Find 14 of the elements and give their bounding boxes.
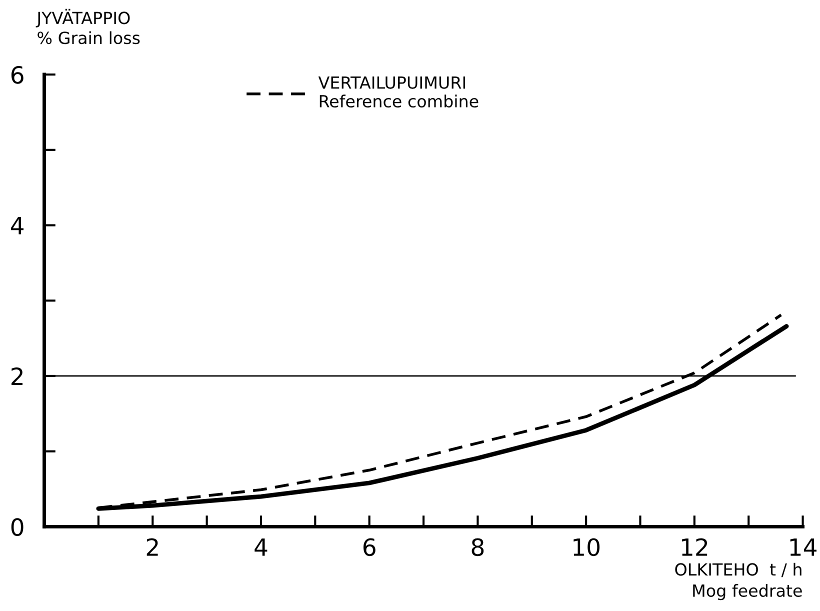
x-tick-label: 6: [363, 538, 376, 556]
y-axis-title: JYVÄTAPPIO % Grain loss: [36, 8, 140, 44]
x-tick-label: 12: [682, 538, 708, 556]
y-tick-label: 2: [12, 367, 22, 385]
x-tick-label: 14: [790, 538, 816, 556]
x-tick-label: 4: [254, 538, 268, 556]
x-tick-label: 8: [472, 538, 484, 556]
legend-label: VERTAILUPUIMURI Reference combine: [318, 76, 478, 108]
y-tick-label: 0: [11, 518, 24, 536]
y-tick-label: 4: [10, 217, 24, 234]
x-tick-label: 10: [574, 538, 600, 556]
y-tick-label: 6: [11, 66, 24, 84]
x-tick-label: 2: [146, 538, 158, 556]
x-axis-title: OLKITEHO t / h Mog feedrate: [675, 562, 802, 600]
